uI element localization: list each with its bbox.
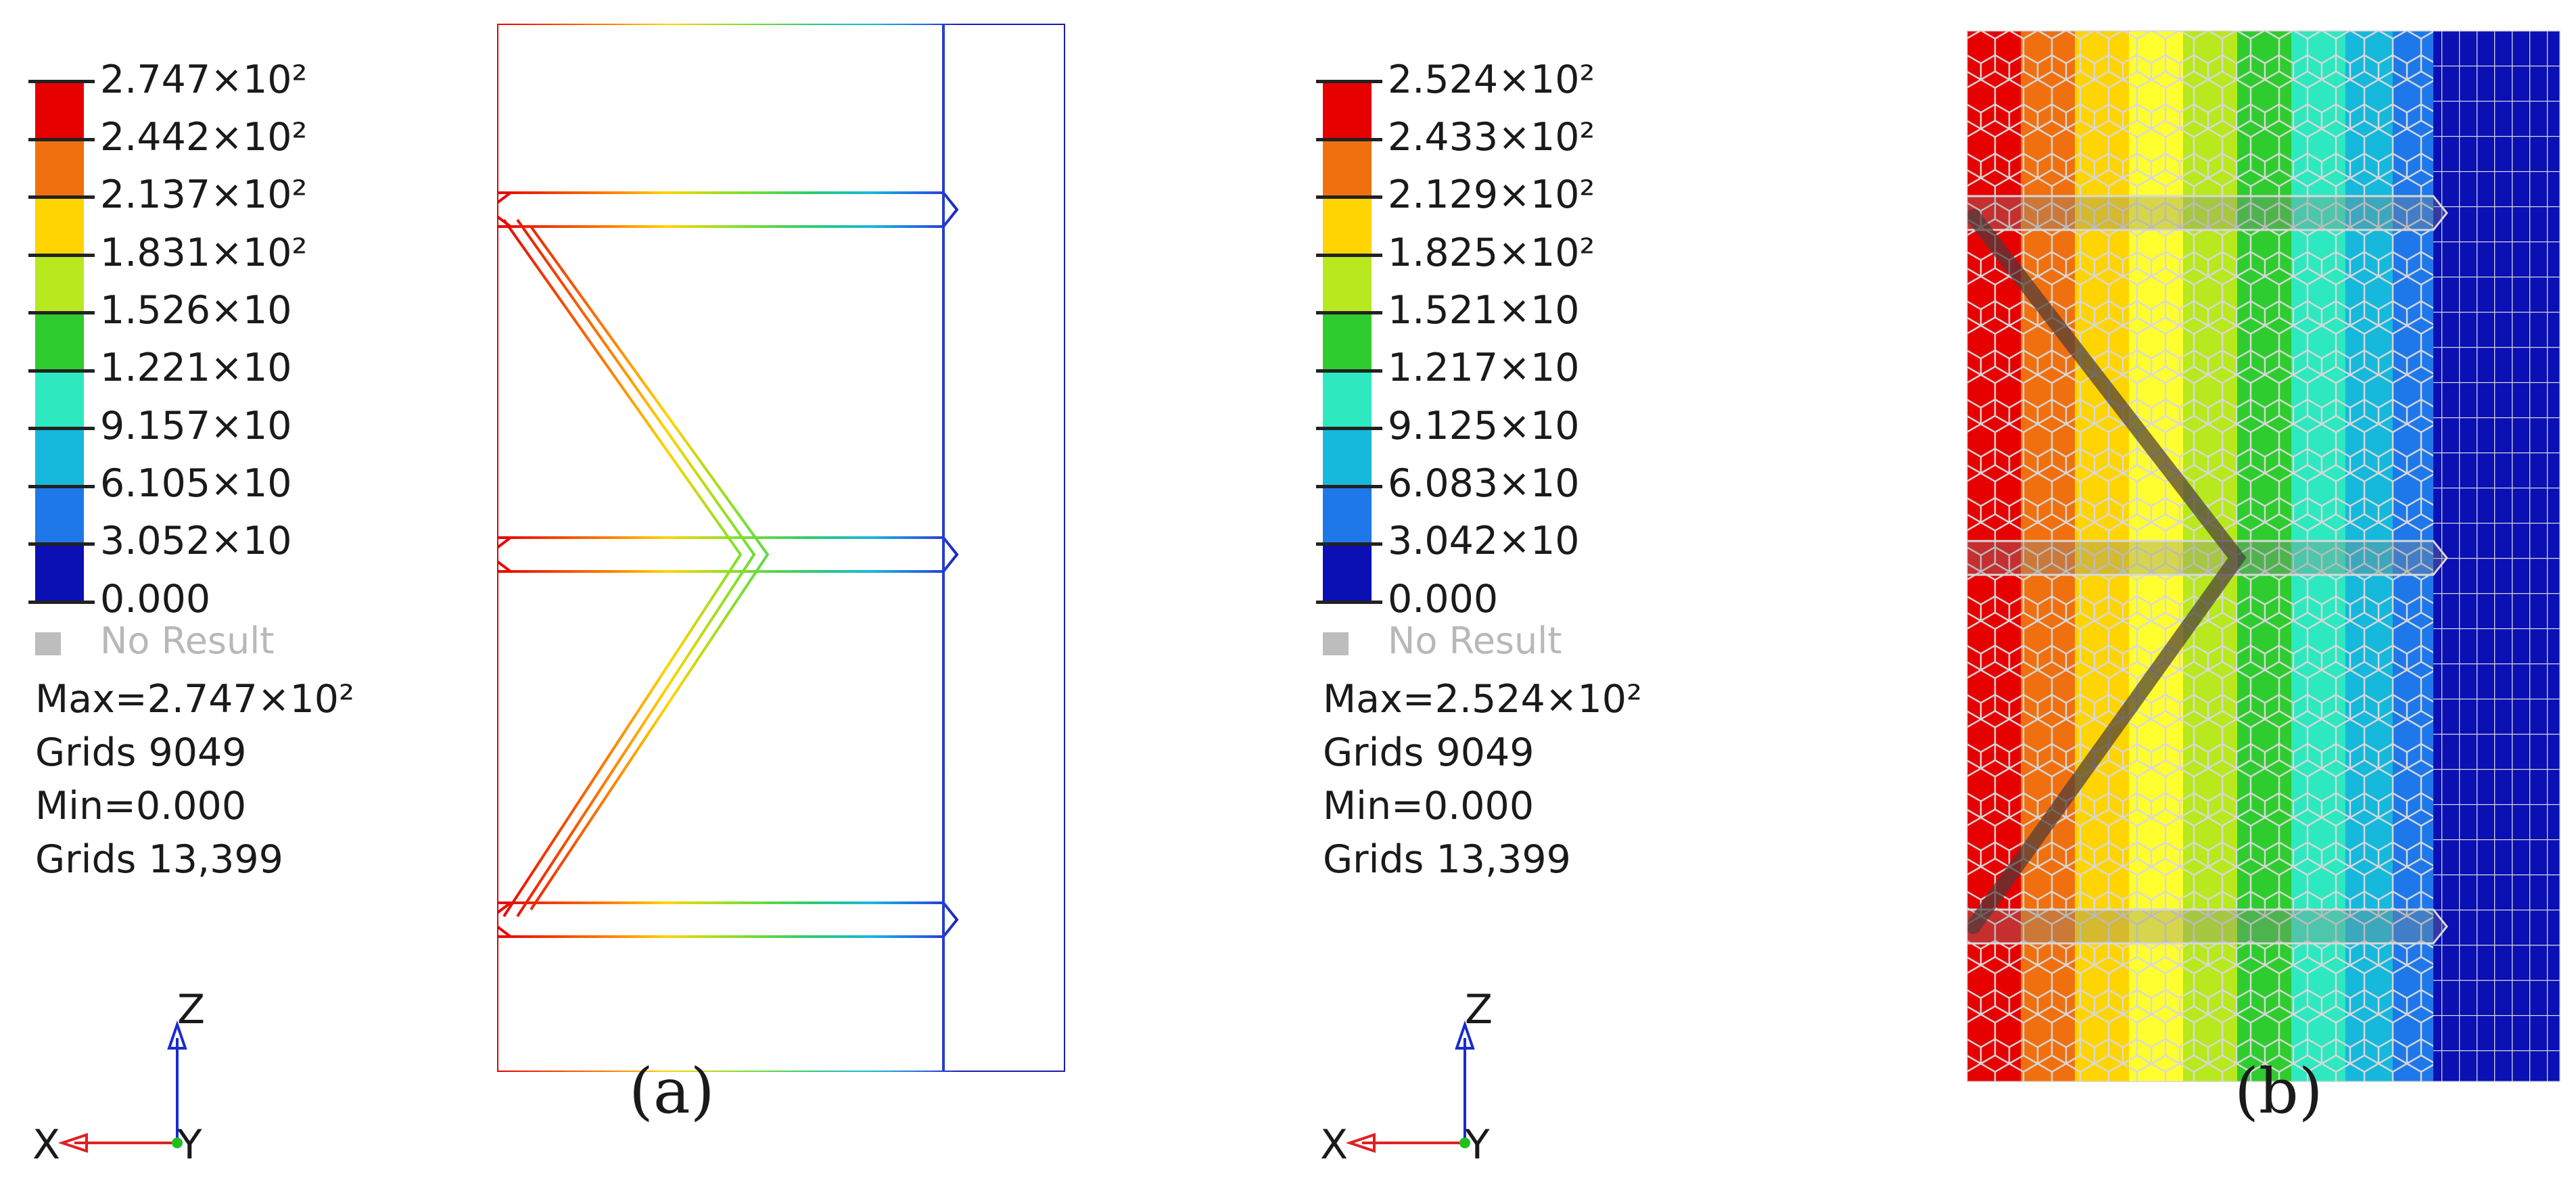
result-stats: Max=2.747×10² Grids 9049 Min=0.000 Grids… (35, 673, 354, 887)
panel-b: 2.524×10² 2.433×10² 2.129×10² 1.825×10² … (1288, 0, 2576, 1197)
legend-swatch (1323, 428, 1372, 486)
legend-tick (28, 253, 95, 257)
legend-tick (28, 195, 95, 200)
contour-legend: 2.524×10² 2.433×10² 2.129×10² 1.825×10² … (1308, 61, 1822, 940)
legend-tick (1316, 80, 1382, 83)
axis-z-label: Z (1465, 986, 1493, 1033)
legend-label: 6.105×10 (100, 461, 292, 506)
panel-a: 2.747×10² 2.442×10² 2.137×10² 1.831×10² … (20, 24, 1065, 1170)
legend-label: 1.521×10 (1388, 288, 1580, 333)
max-value: Max=2.747×10² (35, 677, 354, 722)
legend-swatch (1323, 544, 1372, 602)
legend-tick (1316, 484, 1382, 488)
legend-label: 9.125×10 (1388, 404, 1580, 448)
legend-color-bar (28, 80, 95, 604)
legend-swatch (1323, 486, 1372, 544)
min-grid: Grids 13,399 (1323, 837, 1571, 882)
legend-label: 1.831×10² (100, 231, 308, 275)
no-result-swatch (35, 632, 61, 655)
axis-triad-icon (57, 1020, 187, 1153)
legend-tick (28, 311, 95, 315)
legend-label: 3.052×10 (100, 519, 292, 563)
panel-label-b: (b) (2234, 1055, 2323, 1127)
legend-label: 2.129×10² (1388, 172, 1595, 217)
legend-label: 2.524×10² (1388, 57, 1595, 102)
legend-swatch (35, 486, 84, 544)
legend-tick (28, 80, 95, 83)
legend-label: 0.000 (100, 577, 211, 621)
legend-label: 3.042×10 (1388, 519, 1580, 563)
axis-x-label: X (32, 1121, 61, 1169)
min-value: Min=0.000 (1323, 784, 1535, 828)
legend-swatch (1323, 197, 1372, 255)
max-grid: Grids 9049 (1323, 730, 1535, 775)
legend-label: 9.157×10 (100, 404, 292, 448)
legend-tick (1316, 253, 1382, 257)
panel-label-a: (a) (629, 1055, 715, 1127)
legend-tick (1316, 542, 1382, 546)
legend-swatch (35, 81, 84, 139)
mesh-plot (1959, 29, 2562, 1083)
axis-triad: Z X Y (20, 974, 237, 1170)
legend-color-bar (1316, 80, 1382, 604)
legend-tick (28, 369, 95, 373)
min-value: Min=0.000 (35, 784, 247, 828)
legend-label: 1.825×10² (1388, 231, 1595, 275)
legend-swatch (1323, 139, 1372, 197)
filled-contour-mesh (1959, 29, 2562, 1083)
axis-triad: Z X Y (1308, 974, 1524, 1170)
axis-y-label: Y (177, 1121, 202, 1169)
legend-tick (28, 601, 95, 604)
legend-label: 2.442×10² (100, 115, 308, 160)
axis-z-label: Z (177, 986, 206, 1033)
legend-swatch (35, 254, 84, 313)
legend-label: 0.000 (1388, 577, 1499, 621)
legend-label: 2.747×10² (100, 57, 308, 102)
legend-tick (28, 484, 95, 488)
mesh-plot (497, 24, 1065, 1072)
legend-swatch (35, 197, 84, 255)
legend-label: 6.083×10 (1388, 461, 1580, 506)
no-result-label: No Result (100, 619, 275, 662)
legend-tick (1316, 601, 1382, 604)
legend-tick (1316, 137, 1382, 141)
legend-swatch (1323, 81, 1372, 139)
legend-tick (1316, 195, 1382, 200)
axis-x-label: X (1320, 1121, 1349, 1169)
max-value: Max=2.524×10² (1323, 677, 1642, 722)
no-result-swatch (1323, 632, 1349, 655)
wireframe-mesh (497, 24, 1065, 1072)
result-stats: Max=2.524×10² Grids 9049 Min=0.000 Grids… (1323, 673, 1642, 887)
legend-swatch (35, 370, 84, 429)
legend-swatch (35, 428, 84, 486)
max-grid: Grids 9049 (35, 730, 247, 775)
legend-tick (1316, 311, 1382, 315)
legend-tick (1316, 427, 1382, 431)
legend-swatch (1323, 312, 1372, 371)
legend-swatch (35, 544, 84, 602)
legend-swatch (1323, 370, 1372, 429)
no-result-label: No Result (1388, 619, 1562, 662)
axis-y-label: Y (1465, 1121, 1490, 1169)
legend-swatch (1323, 254, 1372, 313)
legend-tick (28, 137, 95, 141)
legend-swatch (35, 139, 84, 197)
legend-label: 1.221×10 (100, 346, 292, 390)
contour-legend: 2.747×10² 2.442×10² 2.137×10² 1.831×10² … (20, 61, 534, 940)
legend-label: 2.433×10² (1388, 115, 1595, 160)
legend-label: 1.217×10 (1388, 346, 1580, 390)
legend-label: 1.526×10 (100, 288, 292, 333)
legend-tick (1316, 369, 1382, 373)
legend-label: 2.137×10² (100, 172, 308, 217)
legend-swatch (35, 312, 84, 371)
legend-tick (28, 427, 95, 431)
min-grid: Grids 13,399 (35, 837, 283, 882)
axis-triad-icon (1345, 1020, 1475, 1153)
legend-tick (28, 542, 95, 546)
